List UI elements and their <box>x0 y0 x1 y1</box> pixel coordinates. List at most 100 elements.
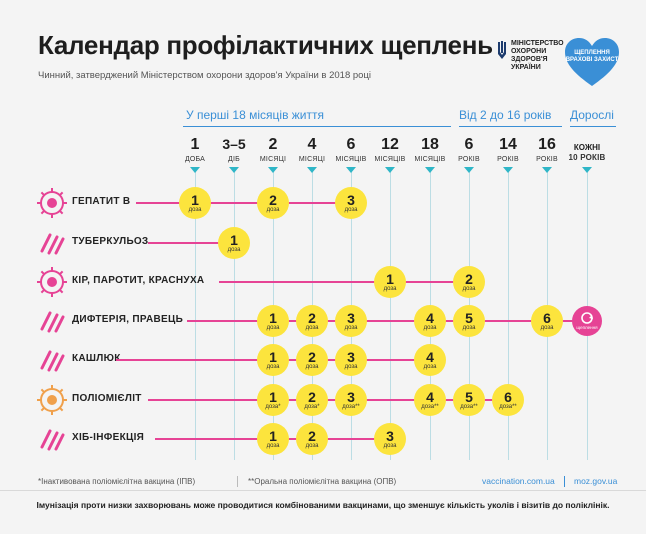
dose-number: 5 <box>465 388 473 405</box>
dose-label: доза* <box>265 403 281 410</box>
column-unit: МІСЯЦІВ <box>374 156 406 163</box>
dose-circle: 1 доза <box>374 266 406 298</box>
column-unit: ДОБА <box>184 156 206 163</box>
dose-circle: 6 доза** <box>492 384 524 416</box>
dose-circle: 4 доза <box>414 305 446 337</box>
column-number: 12 <box>381 136 399 153</box>
column-unit: МІСЯЦІ <box>298 156 326 163</box>
dose-label: доза** <box>460 403 478 410</box>
dose-number: 2 <box>308 348 316 365</box>
column-unit: МІСЯЦІ <box>259 156 287 163</box>
bottom-divider <box>0 490 646 491</box>
dose-number: 3 <box>386 427 394 444</box>
dose-circle: 2 доза <box>296 305 328 337</box>
dose-circle: 2 доза <box>453 266 485 298</box>
link-vaccination[interactable]: vaccination.com.ua <box>482 476 555 486</box>
section-infants: У перші 18 місяців життя <box>186 108 324 122</box>
dose-label: доза <box>423 363 437 370</box>
column-arrow-icon <box>582 167 592 173</box>
dose-number: 6 <box>504 388 512 405</box>
dose-label: доза** <box>342 403 360 410</box>
column-arrow-icon <box>464 167 474 173</box>
section-adults: Дорослі <box>570 108 614 122</box>
column-number: 3–5 <box>222 136 246 152</box>
dose-number: 5 <box>465 309 473 326</box>
dose-label: доза <box>266 324 280 331</box>
dose-label: доза <box>344 324 358 331</box>
column-unit: РОКІВ <box>497 156 519 163</box>
section-infants-line <box>183 126 451 127</box>
dose-label: доза <box>266 363 280 370</box>
dose-label: доза <box>383 285 397 292</box>
column-arrow-icon <box>385 167 395 173</box>
disease-name: ХІБ-ІНФЕКЦІЯ <box>72 432 145 443</box>
disease-name: ПОЛІОМІЄЛІТ <box>72 393 142 404</box>
ministry-logo: МІНІСТЕРСТВО ОХОРОНИ ЗДОРОВ'Я УКРАЇНИ <box>497 40 564 72</box>
dose-number: 3 <box>347 348 355 365</box>
column-unit: РОКІВ <box>458 156 480 163</box>
dose-number: 4 <box>426 388 434 405</box>
dose-number: 3 <box>347 309 355 326</box>
column-arrow-icon <box>542 167 552 173</box>
dose-number: 4 <box>426 348 434 365</box>
column-unit: МІСЯЦІВ <box>414 156 446 163</box>
trident-icon <box>498 41 506 59</box>
column-arrow-icon <box>425 167 435 173</box>
pertussis-bacteria-icon <box>40 350 65 372</box>
link-divider <box>564 476 565 487</box>
dose-circle: 2 доза <box>257 187 289 219</box>
dose-number: 2 <box>308 309 316 326</box>
dose-label: доза <box>266 206 280 213</box>
dose-label: доза* <box>304 403 320 410</box>
dose-label: доза** <box>421 403 439 410</box>
adult-booster-badge: щеплення <box>572 306 602 336</box>
dose-circle: 4 доза <box>414 344 446 376</box>
disease-timeline <box>148 242 234 244</box>
dose-label: доза <box>344 363 358 370</box>
dose-number: 1 <box>269 427 277 444</box>
dose-number: 1 <box>269 348 277 365</box>
page-title: Календар профілактичних щеплень <box>38 30 493 60</box>
disease-timeline <box>148 399 508 401</box>
column-arrow-icon <box>229 167 239 173</box>
grid-column-line <box>195 172 196 460</box>
grid-column-line <box>508 172 509 460</box>
disease-name: ТУБЕРКУЛЬОЗ <box>72 236 149 247</box>
column-number: 2 <box>268 136 278 153</box>
hepatitis-virus-icon <box>37 188 67 218</box>
dose-label: доза <box>266 442 280 449</box>
tuberculosis-bacteria-icon <box>40 233 65 255</box>
section-children: Від 2 до 16 років <box>459 108 552 122</box>
dose-circle: 1 доза <box>179 187 211 219</box>
column-unit: РОКІВ <box>536 156 558 163</box>
footnote-opv: **Оральна поліомієлітна вакцина (ОПВ) <box>248 477 397 486</box>
dose-circle: 2 доза <box>296 344 328 376</box>
column-unit: 10 РОКІВ <box>568 153 606 162</box>
dose-circle: 3 доза <box>374 423 406 455</box>
column-number: 14 <box>499 136 517 153</box>
disease-timeline <box>186 320 587 322</box>
dose-number: 2 <box>269 191 277 208</box>
dose-label: доза <box>344 206 358 213</box>
dose-circle: 2 доза* <box>296 384 328 416</box>
column-unit: МІСЯЦІВ <box>335 156 367 163</box>
dose-circle: 2 доза <box>296 423 328 455</box>
measles-virus-icon <box>37 267 67 297</box>
dose-circle: 5 доза** <box>453 384 485 416</box>
dose-circle: 5 доза <box>453 305 485 337</box>
bottom-note: Імунізація проти низки захворювань може … <box>36 500 610 510</box>
column-number: 16 <box>538 136 556 153</box>
dose-number: 3 <box>347 191 355 208</box>
dose-circle: 1 доза <box>257 344 289 376</box>
column-unit: ДІБ <box>228 156 240 163</box>
dose-number: 6 <box>543 309 551 326</box>
dose-circle: 3 доза <box>335 305 367 337</box>
link-moz[interactable]: moz.gov.ua <box>574 476 618 486</box>
dose-number: 3 <box>347 388 355 405</box>
section-children-line <box>459 126 562 127</box>
adult-booster-label: щеплення <box>576 325 598 330</box>
dose-label: доза <box>305 363 319 370</box>
column-arrow-icon <box>307 167 317 173</box>
dose-label: доза <box>305 442 319 449</box>
dose-number: 1 <box>386 270 394 287</box>
